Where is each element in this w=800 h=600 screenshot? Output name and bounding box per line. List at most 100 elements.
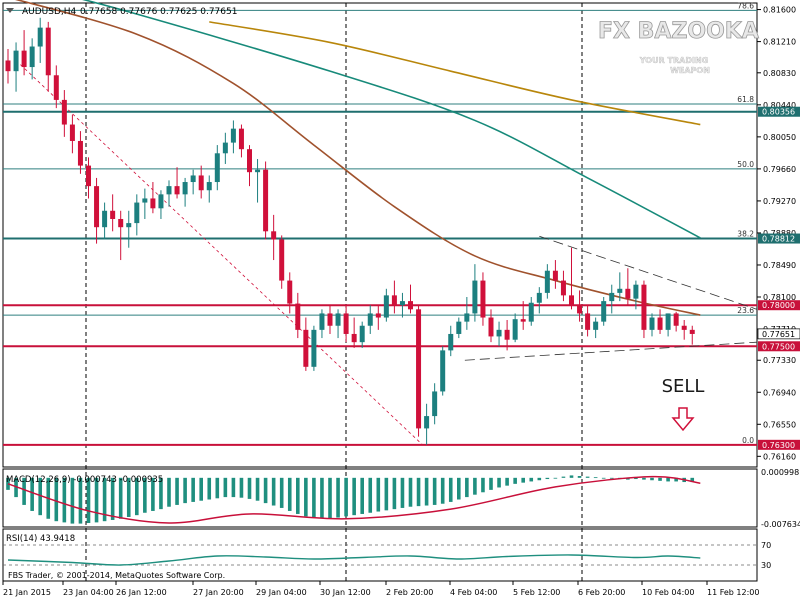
- time-tick-label: 23 Jan 04:00: [63, 588, 114, 597]
- candle-body: [247, 149, 252, 173]
- candle: [601, 297, 607, 326]
- macd-bar: [658, 477, 662, 481]
- macd-bar: [320, 477, 324, 519]
- resistance-trendline: [539, 235, 758, 310]
- candle-body: [367, 313, 373, 326]
- candle-body: [303, 329, 309, 367]
- candle: [560, 270, 566, 302]
- candle: [472, 264, 478, 322]
- level-price-tag: [758, 233, 800, 244]
- fib-label: 38.2: [737, 230, 754, 239]
- candle: [158, 190, 164, 219]
- level-price-tag-label: 0.78812: [762, 235, 795, 244]
- candle-body: [657, 317, 663, 330]
- macd-bar: [62, 477, 67, 523]
- level-price-tag: [758, 300, 800, 311]
- candle: [536, 287, 542, 314]
- macd-bar: [296, 477, 300, 514]
- candle-body: [214, 153, 220, 183]
- candle-body: [182, 182, 188, 195]
- candle: [94, 177, 100, 244]
- macd-bar: [175, 477, 179, 505]
- macd-bar: [457, 477, 461, 500]
- candle-body: [391, 295, 397, 306]
- candle: [61, 90, 67, 137]
- fib-label: 23.6: [737, 306, 754, 315]
- candle: [238, 124, 244, 158]
- candle-body: [424, 416, 430, 429]
- candle-body: [21, 50, 27, 68]
- level-price-tag-label: 0.78000: [762, 301, 795, 310]
- candle: [230, 120, 236, 154]
- time-tick-label: 26 Jan 12:00: [116, 588, 167, 597]
- price-tick-label: 0.78490: [763, 261, 796, 270]
- candle: [263, 161, 269, 240]
- candle: [440, 346, 446, 396]
- symbol-label: AUDUSD,H4: [22, 7, 77, 17]
- macd-bar: [440, 477, 445, 504]
- candle-body: [359, 325, 365, 343]
- candle-body: [69, 124, 75, 141]
- macd-bar: [642, 477, 646, 480]
- macd-bar: [135, 477, 139, 516]
- macd-bar: [344, 477, 348, 517]
- candle-body: [174, 186, 180, 195]
- candle: [150, 182, 156, 214]
- macd-bar: [585, 476, 590, 478]
- candle: [271, 214, 277, 261]
- candle: [416, 305, 422, 437]
- candle-body: [496, 329, 502, 337]
- macd-bar: [553, 477, 558, 479]
- candle: [359, 321, 365, 348]
- macd-bar: [352, 477, 356, 516]
- candle: [69, 114, 75, 154]
- macd-bar: [151, 477, 155, 511]
- candle: [665, 313, 671, 337]
- candle-body: [77, 140, 83, 166]
- macd-indicator: MACD(12,26,9) -0.000743 -0.000935 0.00099…: [6, 468, 800, 529]
- candle: [45, 21, 51, 92]
- candle: [327, 305, 333, 334]
- time-tick-label: 5 Feb 12:00: [513, 588, 560, 597]
- time-tick-label: 6 Feb 20:00: [578, 588, 625, 597]
- time-tick-label: 11 Feb 12:00: [707, 588, 759, 597]
- candle-body: [150, 198, 156, 209]
- candle-body: [263, 169, 269, 232]
- candle-body: [673, 313, 679, 326]
- fx-bazooka-logo: FX BAZOOKA YOUR TRADING WEAPON: [598, 19, 760, 76]
- candle: [222, 132, 228, 164]
- fib-label: 61.8: [737, 95, 754, 104]
- candle-body: [585, 313, 591, 330]
- candle: [408, 284, 413, 314]
- candle: [625, 268, 631, 306]
- candle-body: [520, 319, 526, 322]
- macd-bar: [561, 476, 566, 478]
- candle: [617, 272, 623, 302]
- candle: [569, 247, 574, 310]
- candle: [255, 159, 261, 203]
- macd-bar: [626, 477, 630, 480]
- candle: [303, 317, 309, 371]
- candle: [552, 260, 558, 289]
- level-price-tag: [758, 341, 800, 352]
- candle: [247, 145, 252, 187]
- candle: [488, 309, 494, 343]
- logo-brand: FX BAZOOKA: [598, 19, 759, 44]
- candle-body: [649, 317, 655, 330]
- candle-body: [528, 302, 534, 322]
- candle-body: [61, 99, 67, 125]
- candle: [399, 292, 405, 318]
- macd-panel-border: [2, 468, 758, 528]
- candle: [424, 403, 430, 445]
- moving-averages: [14, 0, 701, 316]
- candle-body: [399, 301, 405, 306]
- collapse-icon[interactable]: [6, 8, 14, 13]
- candle: [456, 317, 462, 339]
- macd-bar: [6, 477, 10, 490]
- macd-bar: [690, 477, 695, 483]
- candle: [335, 309, 341, 339]
- macd-bar: [22, 477, 26, 505]
- candle: [77, 131, 83, 174]
- macd-bar: [424, 477, 429, 506]
